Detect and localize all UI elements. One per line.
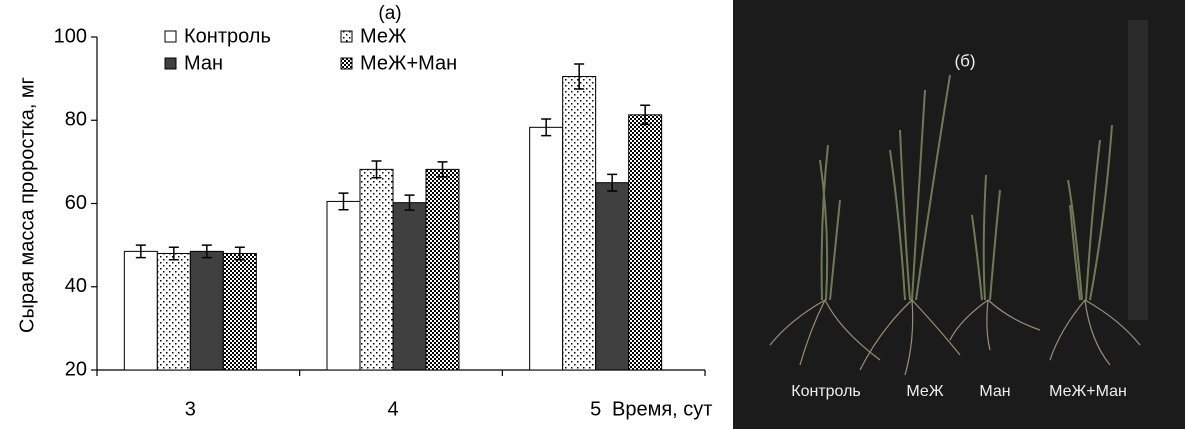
bar	[190, 251, 223, 370]
photo-label: Контроль	[791, 383, 861, 400]
y-tick-label: 20	[65, 358, 87, 380]
x-tick-label: 4	[387, 398, 398, 420]
page: (а) Сырая масса проростка, мг Время, сут…	[0, 0, 1185, 429]
legend-label: МеЖ	[360, 25, 407, 47]
y-tick-label: 40	[65, 275, 87, 297]
photo-label: МеЖ+Ман	[1049, 383, 1127, 400]
bar	[563, 77, 596, 370]
y-tick-label: 60	[65, 192, 87, 214]
legend-swatch	[165, 58, 176, 69]
photo-label: Ман	[979, 383, 1010, 400]
bar	[360, 169, 393, 370]
bar	[629, 115, 662, 370]
legend-label: Контроль	[184, 25, 271, 47]
bar	[124, 251, 157, 370]
legend-label: Ман	[184, 52, 223, 74]
legend-swatch	[341, 31, 352, 42]
bar	[393, 203, 426, 370]
legend-label: МеЖ+Ман	[360, 52, 457, 74]
x-tick-label: 3	[185, 398, 196, 420]
chart-title: (а)	[378, 3, 401, 24]
photo-label: МеЖ	[906, 383, 943, 400]
x-tick-label: 5	[590, 398, 601, 420]
figure: (а) Сырая масса проростка, мг Время, сут…	[0, 0, 1185, 429]
bar	[596, 183, 629, 370]
y-tick-label: 100	[54, 25, 87, 47]
bar	[223, 253, 256, 370]
bar	[157, 253, 190, 370]
bar	[530, 127, 563, 370]
x-axis-label: Время, сут	[612, 398, 712, 420]
photo-title: (б)	[954, 51, 975, 70]
ruler	[1128, 20, 1148, 320]
bar	[327, 201, 360, 370]
y-tick-label: 80	[65, 109, 87, 131]
legend-swatch	[165, 31, 176, 42]
legend-swatch	[341, 58, 352, 69]
y-axis-label: Сырая масса проростка, мг	[16, 77, 38, 333]
photo-panel: (б) Контроль МеЖ Ман МеЖ+Ман	[733, 0, 1185, 429]
bar	[426, 169, 459, 370]
